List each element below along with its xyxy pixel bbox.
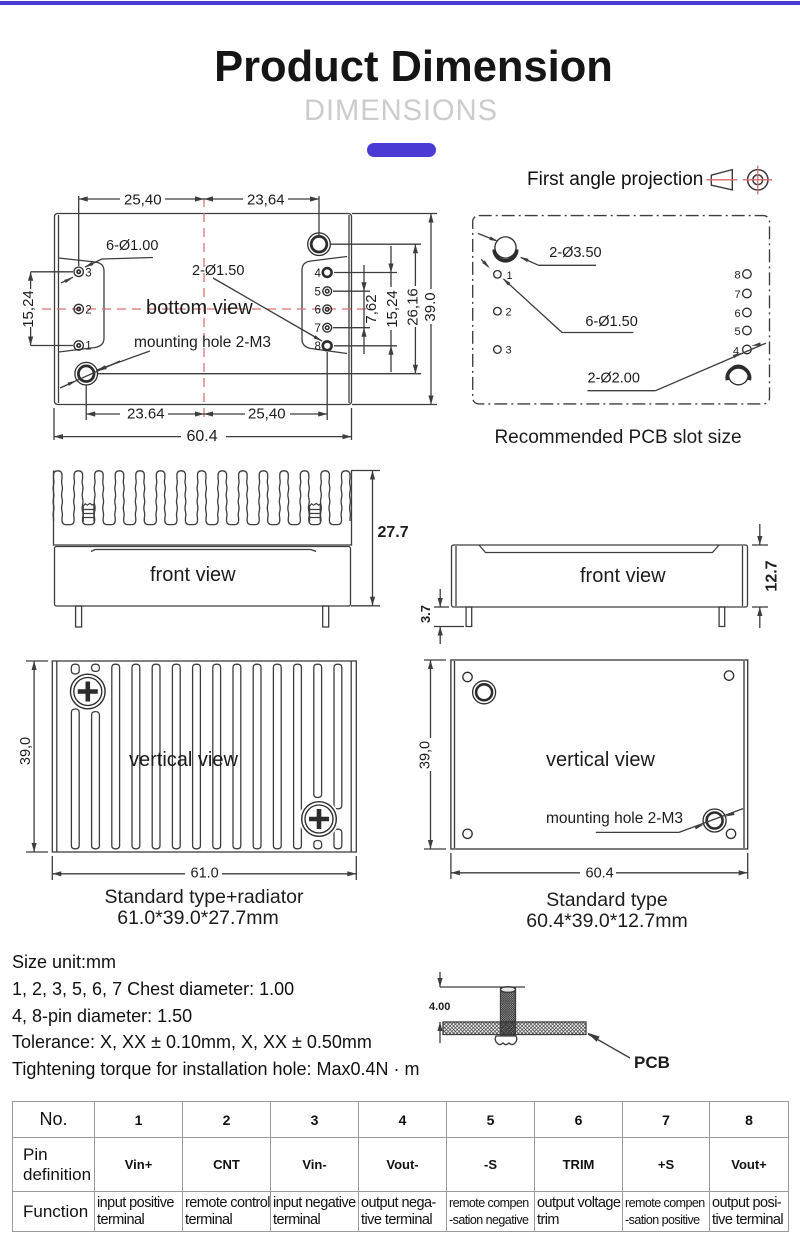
svg-text:4: 4 xyxy=(315,268,322,280)
svg-text:2: 2 xyxy=(85,304,91,316)
svg-text:26,16: 26,16 xyxy=(405,288,422,326)
svg-text:5: 5 xyxy=(315,286,321,298)
svg-text:6-Ø1.00: 6-Ø1.00 xyxy=(106,238,158,254)
svg-text:mounting hole 2-M3: mounting hole 2-M3 xyxy=(134,334,271,351)
svg-text:2-Ø3.50: 2-Ø3.50 xyxy=(549,245,601,261)
svg-text:6-Ø1.50: 6-Ø1.50 xyxy=(585,314,637,330)
svg-text:8: 8 xyxy=(315,341,321,353)
svg-text:39,0: 39,0 xyxy=(418,741,434,769)
svg-text:4.00: 4.00 xyxy=(429,1001,450,1013)
svg-text:front view: front view xyxy=(150,564,236,586)
svg-text:2-Ø2.00: 2-Ø2.00 xyxy=(588,371,640,387)
svg-text:3.7: 3.7 xyxy=(418,605,433,623)
svg-text:6: 6 xyxy=(315,304,321,316)
svg-text:1: 1 xyxy=(85,341,91,353)
svg-text:7: 7 xyxy=(735,289,741,301)
svg-text:front view: front view xyxy=(580,565,666,587)
svg-text:3: 3 xyxy=(506,345,512,357)
svg-text:60.4: 60.4 xyxy=(586,866,614,882)
svg-text:25,40: 25,40 xyxy=(248,406,286,423)
svg-text:vertical view: vertical view xyxy=(546,749,655,771)
svg-text:15,24: 15,24 xyxy=(384,290,401,328)
svg-text:5: 5 xyxy=(735,326,741,338)
svg-text:6: 6 xyxy=(735,308,741,320)
svg-text:7: 7 xyxy=(315,323,321,335)
svg-text:61.0: 61.0 xyxy=(191,866,219,882)
svg-text:7,62: 7,62 xyxy=(363,294,380,323)
svg-text:60.4: 60.4 xyxy=(187,428,218,445)
svg-text:2-Ø1.50: 2-Ø1.50 xyxy=(192,263,244,279)
svg-text:27.7: 27.7 xyxy=(378,524,409,541)
svg-text:15,24: 15,24 xyxy=(20,290,37,328)
svg-text:12.7: 12.7 xyxy=(764,560,781,591)
svg-text:25,40: 25,40 xyxy=(124,192,162,209)
svg-text:3: 3 xyxy=(85,267,91,279)
svg-text:mounting hole 2-M3: mounting hole 2-M3 xyxy=(546,810,683,827)
svg-text:1: 1 xyxy=(507,270,513,282)
svg-text:4: 4 xyxy=(733,346,739,358)
svg-text:2: 2 xyxy=(506,307,512,319)
svg-text:39.0: 39.0 xyxy=(422,292,439,321)
svg-text:39,0: 39,0 xyxy=(18,737,34,765)
svg-text:bottom view: bottom view xyxy=(146,297,253,319)
svg-text:8: 8 xyxy=(735,270,741,282)
svg-text:PCB: PCB xyxy=(634,1053,670,1072)
svg-text:23.64: 23.64 xyxy=(127,406,165,423)
svg-text:vertical view: vertical view xyxy=(129,749,238,771)
svg-text:23,64: 23,64 xyxy=(247,192,285,209)
